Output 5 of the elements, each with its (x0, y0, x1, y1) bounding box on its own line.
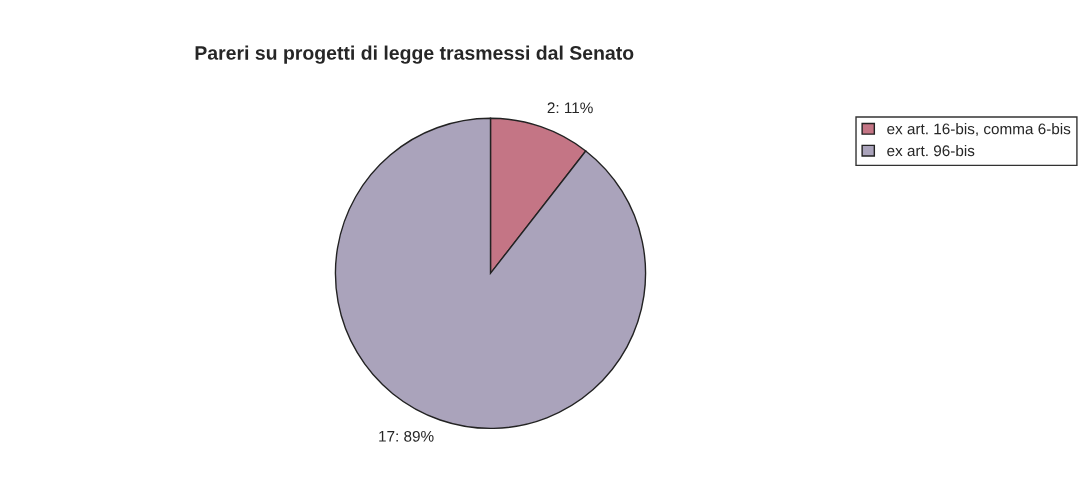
legend-label: ex art. 16-bis, comma 6-bis (887, 123, 1071, 137)
chart-title: Pareri su progetti di legge trasmessi dal Senato (195, 45, 634, 64)
data-label: 2: 11% (547, 102, 593, 114)
data-label: 17: 89% (379, 430, 434, 442)
legend-label: ex art. 96-bis (887, 144, 975, 157)
